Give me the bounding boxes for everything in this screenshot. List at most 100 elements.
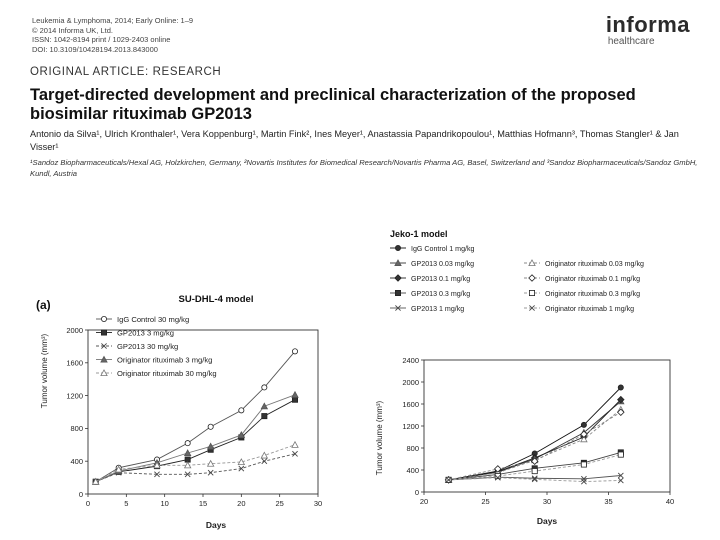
copyright-line: © 2014 Informa UK, Ltd. (32, 25, 113, 35)
x-tick-label: 30 (314, 499, 322, 508)
series-line (95, 351, 296, 483)
x-tick-label: 20 (420, 497, 428, 506)
x-axis-label: Days (206, 520, 227, 530)
data-point (261, 458, 268, 465)
data-point (91, 477, 100, 485)
y-axis-label: Tumor volume (mm³) (375, 400, 384, 475)
data-point (207, 423, 214, 430)
data-point (617, 451, 624, 458)
data-point (291, 348, 298, 355)
journal-citation: Leukemia & Lymphoma, 2014; Early Online:… (32, 16, 194, 25)
data-point (580, 435, 588, 443)
issn-line: ISSN: 1042-8194 print / 1029-2403 online (32, 35, 171, 44)
legend-marker (101, 343, 107, 349)
legend-marker (395, 305, 401, 311)
y-tick-label: 1600 (402, 400, 419, 409)
legend-label: GP2013 1 mg/kg (411, 305, 464, 313)
legend-marker (528, 290, 535, 297)
data-point (238, 465, 245, 472)
legend-marker (394, 259, 402, 266)
series-line (95, 399, 296, 483)
legend-label: Originator rituximab 0.3 mg/kg (545, 290, 640, 298)
data-point (260, 402, 269, 410)
data-point (530, 457, 539, 465)
x-tick-label: 0 (86, 499, 90, 508)
legend-label: Originator rituximab 3 mg/kg (117, 355, 212, 364)
legend-marker (394, 244, 401, 251)
x-axis-label: Days (537, 516, 558, 526)
x-tick-label: 5 (124, 499, 128, 508)
data-point (114, 465, 123, 473)
data-point (154, 471, 160, 478)
y-tick-label: 0 (79, 490, 83, 499)
data-point (292, 450, 298, 457)
data-point (580, 461, 587, 468)
x-tick-label: 40 (666, 497, 674, 506)
series-line (95, 453, 296, 483)
legend-marker (101, 315, 108, 322)
legend-label: Originator rituximab 0.1 mg/kg (545, 275, 640, 283)
data-point (617, 395, 625, 404)
data-point (260, 451, 269, 459)
legend-marker (528, 259, 536, 266)
data-point (494, 474, 501, 481)
data-point (580, 421, 587, 428)
data-point (580, 475, 587, 482)
y-axis-label: Tumor volume (mm³) (40, 333, 49, 408)
x-tick-label: 20 (237, 499, 245, 508)
data-point (184, 440, 191, 447)
data-point (153, 461, 161, 469)
legend-label: GP2013 3 mg/kg (117, 328, 174, 337)
data-point (291, 396, 298, 403)
legend-label: GP2013 0.03 mg/kg (411, 260, 474, 268)
data-point (617, 384, 624, 391)
data-point (206, 459, 215, 467)
data-point (494, 473, 501, 480)
legend-marker (528, 274, 536, 282)
legend-label: IgG Control 30 mg/kg (117, 315, 189, 324)
y-tick-label: 2000 (66, 326, 83, 335)
legend-marker (100, 355, 108, 363)
legend-marker (394, 290, 401, 297)
data-point (445, 476, 452, 483)
legend-label: Originator rituximab 1 mg/kg (545, 305, 634, 313)
data-point (183, 461, 192, 469)
data-point (531, 476, 538, 483)
data-point (617, 408, 625, 417)
data-point (238, 407, 245, 414)
data-point (184, 471, 191, 478)
legend-label: IgG Control 1 mg/kg (411, 245, 475, 253)
data-point (237, 458, 246, 466)
legend-label: Originator rituximab 30 mg/kg (117, 369, 217, 378)
data-point (291, 390, 299, 398)
chart-su-dhl-4: (a) SU-DHL-4 model Tumor volume (mm³) Da… (36, 294, 322, 530)
y-tick-label: 800 (70, 424, 83, 433)
data-point (617, 472, 624, 479)
plot-frame (423, 359, 671, 493)
legend-marker (100, 369, 108, 376)
legend-label: GP2013 0.3 mg/kg (411, 290, 470, 298)
data-point (580, 430, 588, 439)
y-tick-label: 1200 (402, 422, 419, 431)
legend-marker (101, 329, 108, 336)
article-title: Target-directed development and preclini… (30, 86, 636, 123)
data-point (580, 478, 587, 485)
data-point (237, 431, 246, 438)
y-tick-label: 1200 (66, 391, 83, 400)
y-tick-label: 400 (70, 457, 83, 466)
y-tick-label: 800 (406, 444, 419, 453)
y-tick-label: 2400 (402, 356, 419, 365)
data-point (261, 413, 268, 420)
y-tick-label: 0 (415, 488, 419, 497)
x-tick-label: 10 (160, 499, 168, 508)
x-tick-label: 35 (604, 497, 612, 506)
series-line (95, 444, 296, 483)
data-point (531, 468, 538, 475)
data-point (531, 475, 538, 482)
legend-label: GP2013 0.1 mg/kg (411, 275, 470, 283)
panel-label-a: (a) (36, 298, 51, 312)
logo-main-text: informa (605, 12, 690, 37)
data-point (183, 449, 192, 457)
y-tick-label: 400 (406, 466, 419, 475)
publisher-logo: informa healthcare (606, 14, 690, 48)
